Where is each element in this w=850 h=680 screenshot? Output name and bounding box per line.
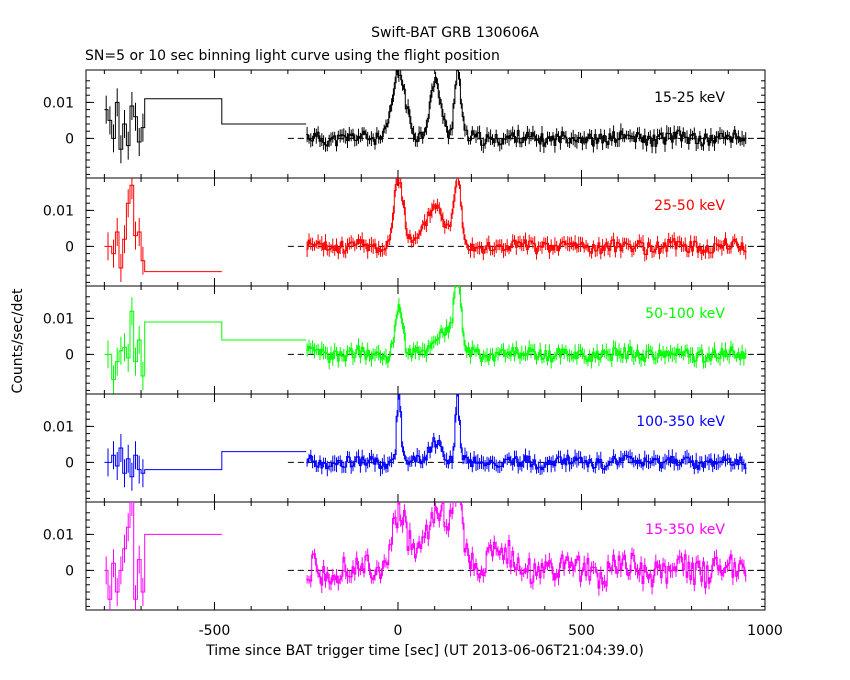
y-tick-label: 0 xyxy=(65,347,74,363)
y-axis-label: Counts/sec/det xyxy=(10,288,26,393)
x-tick-label: 500 xyxy=(568,623,595,639)
light-curve-line xyxy=(104,286,747,381)
energy-band-label: 15-350 keV xyxy=(645,522,725,538)
panel-frame xyxy=(85,69,766,179)
panel-1: 0.01 0 15-25 keV xyxy=(43,69,766,179)
error-bars xyxy=(105,70,747,164)
x-tick-label: -500 xyxy=(199,623,231,639)
energy-band-label: 50-100 keV xyxy=(645,306,725,322)
error-bars xyxy=(107,286,747,394)
series-5 xyxy=(104,502,747,610)
x-axis-label: Time since BAT trigger time [sec] (UT 20… xyxy=(205,643,644,659)
energy-band-label: 15-25 keV xyxy=(654,90,725,106)
panel-4: 0.01 0 100-350 keV xyxy=(43,393,766,503)
y-tick-label: 0 xyxy=(65,131,74,147)
y-tick-label: 0.01 xyxy=(43,527,74,543)
energy-band-label: 100-350 keV xyxy=(636,414,725,430)
y-tick-label: 0.01 xyxy=(43,311,74,327)
panel-frame xyxy=(85,501,766,611)
x-tick-label: 1000 xyxy=(747,623,783,639)
panel-3: 0.01 0 50-100 keV xyxy=(43,285,766,395)
light-curve-line xyxy=(104,178,747,273)
series-3 xyxy=(104,286,747,394)
y-tick-label: 0 xyxy=(65,239,74,255)
y-tick-label: 0 xyxy=(65,455,74,471)
panel-frame xyxy=(85,177,766,287)
energy-band-label: 25-50 keV xyxy=(654,198,725,214)
panel-frame xyxy=(85,285,766,395)
chart-subtitle: SN=5 or 10 sec binning light curve using… xyxy=(85,48,500,64)
chart-title: Swift-BAT GRB 130606A xyxy=(371,25,539,41)
panel-5: 0.01 0 15-350 keV xyxy=(43,501,766,611)
panel-2: 0.01 0 25-50 keV xyxy=(43,177,766,287)
series-2 xyxy=(104,178,747,282)
light-curve-line xyxy=(104,394,747,478)
y-tick-label: 0.01 xyxy=(43,95,74,111)
error-bars xyxy=(105,502,747,610)
series-4 xyxy=(104,394,747,491)
y-tick-label: 0 xyxy=(65,563,74,579)
error-bars xyxy=(107,178,747,282)
series-1 xyxy=(104,70,747,164)
y-tick-label: 0.01 xyxy=(43,419,74,435)
y-tick-label: 0.01 xyxy=(43,203,74,219)
error-bars xyxy=(107,394,747,491)
panels-group: 0.01 0 15-25 keV 0.01 0 25-50 keV 0.01 0 50-100 … xyxy=(43,69,783,639)
light-curve-line xyxy=(104,502,747,600)
x-tick-label: 0 xyxy=(394,623,403,639)
panel-frame xyxy=(85,393,766,503)
